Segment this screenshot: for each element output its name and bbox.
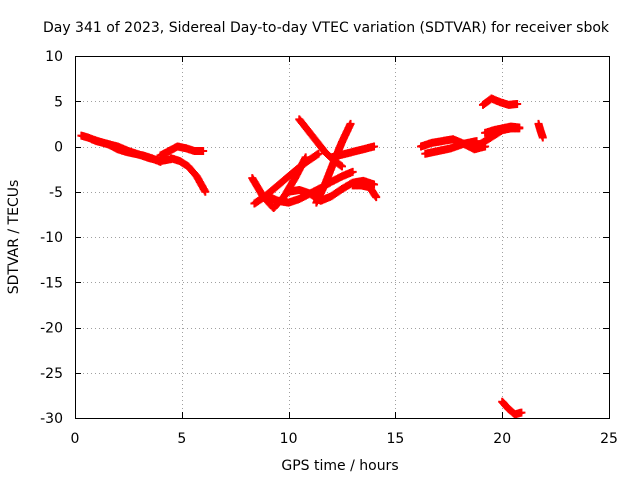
series-arc-3 — [156, 142, 208, 160]
x-tick-label: 5 — [177, 431, 186, 447]
data-points — [77, 94, 547, 419]
data-point — [372, 193, 381, 202]
y-tick-label: -10 — [40, 230, 63, 246]
data-point — [346, 119, 355, 128]
data-point — [201, 187, 210, 196]
data-point — [538, 133, 547, 142]
y-tick-label: -15 — [40, 275, 63, 291]
data-point — [199, 147, 208, 156]
series-arc-18 — [534, 119, 547, 142]
x-tick-label: 10 — [280, 431, 298, 447]
data-point — [517, 408, 526, 417]
x-tick-label: 25 — [600, 431, 618, 447]
x-tick-labels: 0 5 10 15 20 25 — [71, 431, 618, 447]
y-tick-label: -30 — [40, 411, 63, 427]
y-tick-label: -5 — [49, 185, 63, 201]
data-point — [513, 99, 522, 108]
plot-frame — [75, 56, 610, 419]
data-point — [515, 123, 524, 132]
data-point — [338, 162, 346, 171]
y-tick-label: 5 — [54, 94, 63, 110]
series-arc-11 — [327, 142, 379, 162]
data-point — [314, 149, 323, 158]
series-arc-4 — [167, 154, 210, 196]
data-point — [370, 142, 379, 151]
series-arc-2 — [88, 135, 165, 166]
x-tick-label: 0 — [71, 431, 80, 447]
chart-title: Day 341 of 2023, Sidereal Day-to-day VTE… — [43, 20, 610, 36]
x-tick-label: 15 — [386, 431, 404, 447]
series-arc-14 — [421, 137, 481, 158]
grid — [75, 56, 609, 418]
y-tick-labels: 10 5 0 -5 -10 -15 -20 -25 -30 — [40, 49, 63, 427]
series-arc-17 — [478, 94, 522, 109]
series-arc-16 — [481, 122, 524, 137]
y-axis-label: SDTVAR / TECUs — [6, 180, 22, 295]
x-axis-label: GPS time / hours — [281, 458, 398, 474]
y-tick-label: 0 — [54, 140, 63, 156]
series-arc-12 — [348, 181, 381, 202]
x-tick-label: 20 — [493, 431, 511, 447]
series-arc-19 — [498, 397, 526, 419]
y-tick-label: -20 — [40, 321, 63, 337]
y-tick-label: 10 — [45, 49, 63, 65]
y-tick-label: -25 — [40, 366, 63, 382]
data-point — [348, 167, 357, 176]
